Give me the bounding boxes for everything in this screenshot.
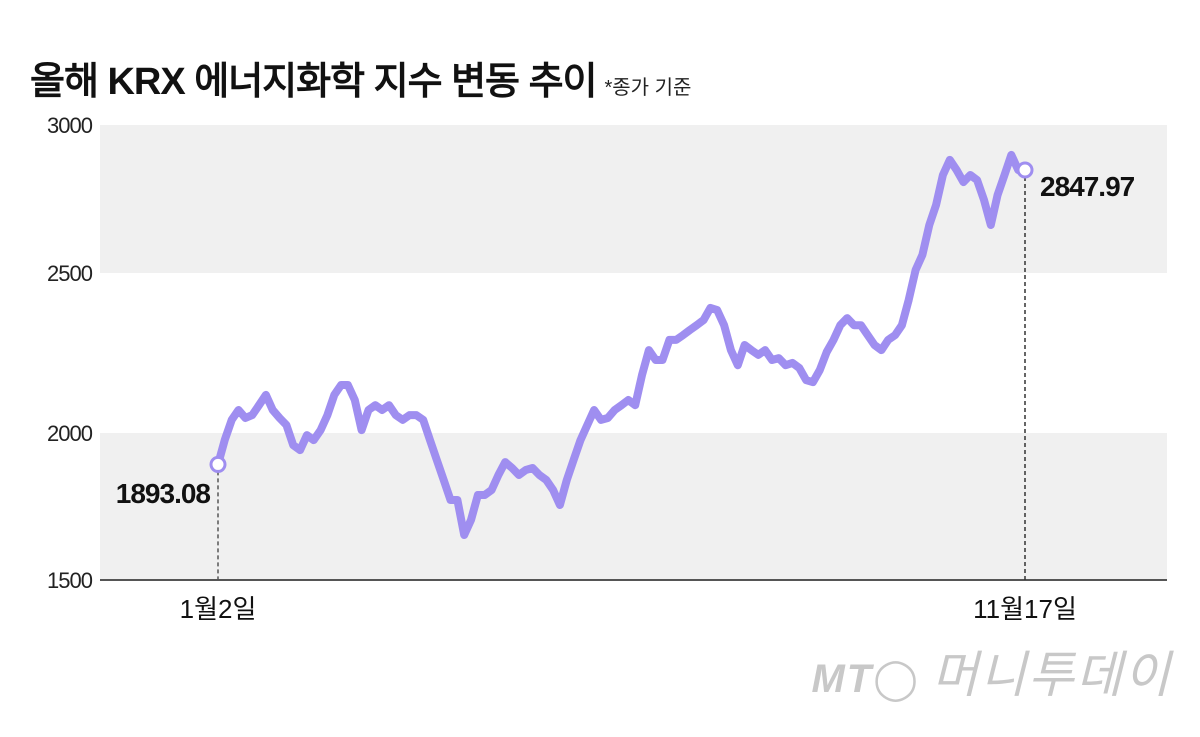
end-point-marker: [1016, 161, 1034, 179]
band-upper: [100, 125, 1167, 273]
y-tick-3000: 3000: [47, 113, 93, 138]
band-lower: [100, 433, 1167, 580]
y-tick-2000: 2000: [47, 421, 93, 446]
moneytoday-logo: MT◯ 머니투데이: [811, 647, 1172, 703]
start-value-label: 1893.08: [116, 478, 211, 509]
title-text: 올해 KRX 에너지화학 지수 변동 추이: [30, 61, 597, 103]
y-tick-2500: 2500: [47, 261, 93, 286]
y-tick-1500: 1500: [47, 568, 93, 593]
x-tick-end: 11월17일: [973, 594, 1077, 624]
chart-title: 올해 KRX 에너지화학 지수 변동 추이 *종가 기준: [30, 50, 691, 105]
x-tick-start: 1월2일: [180, 594, 257, 624]
end-value-label: 2847.97: [1040, 171, 1135, 202]
series-line: [214, 150, 1029, 539]
title-note: *종가 기준: [604, 77, 692, 99]
start-point-marker: [209, 455, 227, 473]
